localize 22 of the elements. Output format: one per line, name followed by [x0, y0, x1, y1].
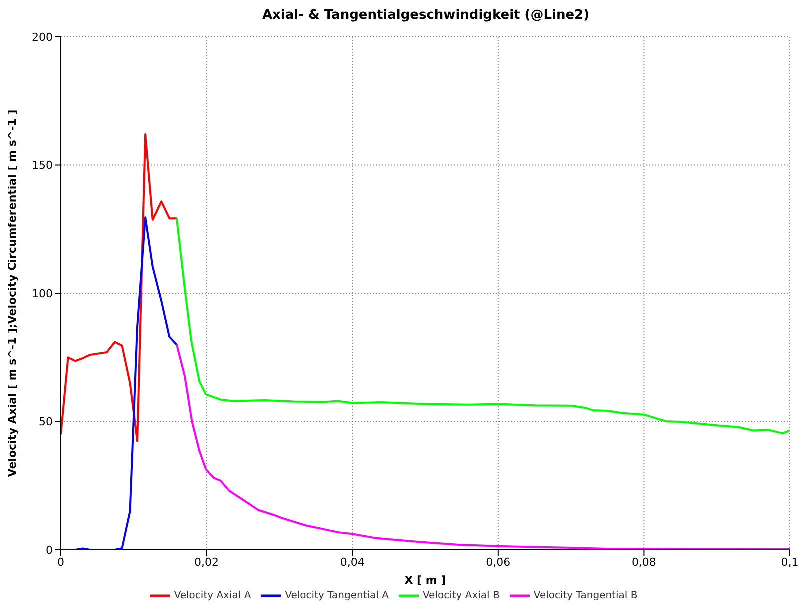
x-tick-label: 0,08 [632, 556, 656, 569]
x-tick-label: 0,02 [194, 556, 220, 569]
legend-label: Velocity Axial A [174, 590, 252, 602]
y-tick-label: 0 [46, 544, 53, 557]
y-axis-title: Velocity Axial [ m s^-1 ];Velocity Circumferential [ m s^-1 ] [6, 110, 19, 478]
y-tick-label: 100 [32, 287, 53, 300]
x-tick-label: 0,06 [486, 556, 511, 569]
legend-label: Velocity Axial B [422, 590, 500, 602]
x-axis-title: X [ m ] [404, 574, 446, 587]
chart-title: Axial- & Tangentialgeschwindigkeit (@Line2) [261, 8, 591, 25]
legend-label: Velocity Tangential A [285, 590, 389, 602]
legend-label: Velocity Tangential B [534, 590, 638, 602]
y-tick-label: 150 [32, 159, 53, 172]
line-series [176, 218, 790, 435]
line-series [61, 133, 178, 442]
x-tick-label: 0 [58, 556, 64, 569]
line-series [61, 216, 178, 550]
line-series [176, 344, 790, 550]
y-tick-label: 50 [39, 416, 53, 429]
x-tick-label: 0,1 [781, 556, 799, 569]
y-tick-label: 200 [32, 30, 53, 44]
x-tick-label: 0,04 [340, 556, 365, 569]
